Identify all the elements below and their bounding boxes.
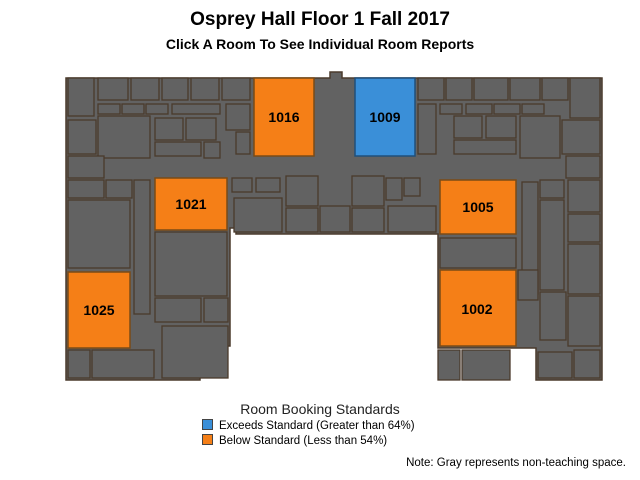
room-label: 1016 (268, 109, 299, 125)
non-teaching-rooms (67, 77, 601, 381)
legend-swatch (202, 434, 213, 445)
room-1002[interactable]: 1002 (439, 269, 517, 347)
room-1009[interactable]: 1009 (354, 77, 416, 157)
map-subtitle: Click A Room To See Individual Room Repo… (165, 36, 475, 52)
legend-item-below: Below Standard (Less than 54%) (202, 434, 387, 447)
legend-label: Below Standard (Less than 54%) (219, 435, 388, 447)
legend-swatch (202, 419, 213, 430)
legend-label: Exceeds Standard (Greater than 64%) (219, 420, 415, 432)
room-1005[interactable]: 1005 (439, 179, 517, 235)
room-label: 1009 (369, 109, 400, 125)
map-title: Osprey Hall Floor 1 Fall 2017 (190, 9, 450, 30)
legend-item-exceeds: Exceeds Standard (Greater than 64%) (202, 419, 415, 432)
room-label: 1025 (83, 302, 114, 318)
room-label: 1005 (462, 199, 493, 215)
room-label: 1002 (461, 301, 492, 317)
room-1016[interactable]: 1016 (253, 77, 315, 157)
floor-plan: 1016 1009 1021 1005 1025 1002 (65, 71, 603, 381)
note-text: Note: Gray represents non-teaching space… (406, 457, 626, 469)
room-1025[interactable]: 1025 (67, 271, 131, 349)
room-label: 1021 (175, 196, 206, 212)
legend-title: Room Booking Standards (240, 401, 400, 417)
room-1021[interactable]: 1021 (154, 177, 228, 231)
